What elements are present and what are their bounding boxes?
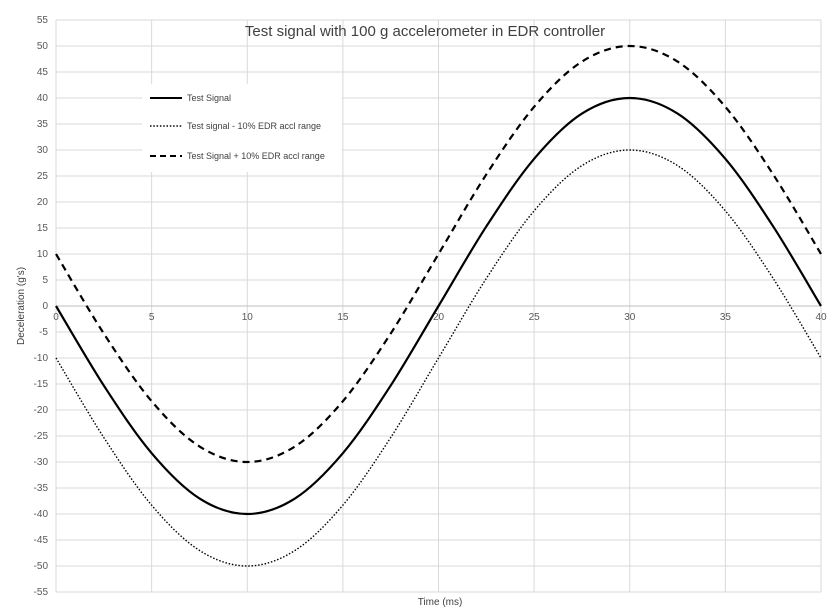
y-tick-label: 10 [37,249,49,260]
y-tick-label: 15 [37,223,49,234]
y-tick-label: -10 [34,353,49,364]
legend-label: Test Signal + 10% EDR accl range [187,151,325,161]
series-lines [55,44,822,567]
y-tick-label: 55 [37,15,49,26]
x-axis-label: Time (ms) [418,597,463,608]
legend-label: Test signal - 10% EDR accl range [187,121,321,131]
y-tick-label: -45 [34,535,49,546]
y-tick-label: 25 [37,171,49,182]
x-tick-label: 10 [242,312,254,323]
legend-label: Test Signal [187,93,231,103]
y-tick-label: 20 [37,197,49,208]
x-tick-label: 20 [433,312,445,323]
x-tick-label: 0 [53,312,59,323]
x-tick-label: 5 [149,312,155,323]
y-tick-label: 5 [42,275,48,286]
x-tick-label: 30 [624,312,636,323]
series-line-solid [55,96,822,516]
x-tick-label: 15 [337,312,349,323]
chart-title: Test signal with 100 g accelerometer in … [245,23,605,40]
legend-item-test-signal-minus: Test signal - 10% EDR accl range [150,121,321,131]
y-tick-label: -20 [34,405,49,416]
x-tick-label: 35 [720,312,732,323]
y-tick-label: -50 [34,561,49,572]
y-tick-label: 45 [37,67,49,78]
y-tick-label: 0 [42,301,48,312]
y-tick-label: -35 [34,483,49,494]
legend-item-test-signal: Test Signal [150,93,231,103]
y-tick-label: 35 [37,119,49,130]
y-tick-label: 30 [37,145,49,156]
y-tick-label: 50 [37,41,49,52]
series-line-dotted [55,149,822,567]
y-tick-label: -40 [34,509,49,520]
legend-item-test-signal-plus: Test Signal + 10% EDR accl range [150,151,325,161]
y-tick-label: -15 [34,379,49,390]
legend: Test Signal Test signal - 10% EDR accl r… [142,84,342,172]
tick-labels: 5550454035302520151050-5-10-15-20-25-30-… [34,15,827,598]
y-tick-label: -30 [34,457,49,468]
y-axis-label: Deceleration (g's) [16,267,27,345]
y-tick-label: -5 [39,327,48,338]
x-tick-label: 40 [815,312,827,323]
x-tick-label: 25 [529,312,541,323]
y-tick-label: 40 [37,93,49,104]
y-tick-label: -55 [34,587,49,598]
y-tick-label: -25 [34,431,49,442]
